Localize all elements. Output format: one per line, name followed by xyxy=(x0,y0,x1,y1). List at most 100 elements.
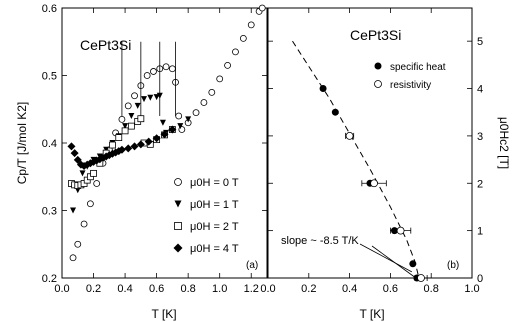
data-point xyxy=(80,220,88,228)
series-1 xyxy=(345,131,428,282)
data-point xyxy=(247,21,255,29)
legend-label: μ0H = 4 T xyxy=(190,243,239,255)
data-point xyxy=(136,140,145,149)
y-tick-label: 3 xyxy=(477,131,483,143)
data-point xyxy=(192,109,200,117)
panel-a-ylabel: Cp/T [J/mol K2] xyxy=(15,102,29,184)
legend-label: μ0H = 0 T xyxy=(190,177,239,189)
legend-label: specific heat xyxy=(390,62,446,73)
data-point xyxy=(130,142,139,151)
x-tick-label: 0.6 xyxy=(149,283,164,295)
panel-b-label: (b) xyxy=(447,260,459,271)
x-tick-label: 1.0 xyxy=(212,283,227,295)
legend-marker xyxy=(173,243,183,253)
series-1 xyxy=(70,92,192,214)
data-point xyxy=(396,226,405,235)
panel-b-frame xyxy=(267,7,473,279)
legend-marker xyxy=(174,178,182,186)
annotation-arrow xyxy=(359,243,413,273)
data-point xyxy=(162,63,170,71)
data-point xyxy=(185,116,192,123)
x-tick-label: 1.2 xyxy=(244,283,259,295)
x-tick-label: 0.6 xyxy=(383,283,398,295)
x-tick-label: 0.8 xyxy=(181,283,196,295)
data-point xyxy=(70,149,79,158)
y-tick-label: 4 xyxy=(477,84,483,96)
panel-b-ylabel: μ0Hc2 [T] xyxy=(497,117,511,169)
data-point xyxy=(200,99,208,106)
data-point xyxy=(128,113,135,119)
panel-b-title: CePt3Si xyxy=(350,27,401,43)
data-point xyxy=(160,130,169,139)
data-point xyxy=(331,108,339,116)
legend-label: resistivity xyxy=(390,80,431,91)
data-point xyxy=(124,102,132,110)
legend-marker xyxy=(174,200,182,208)
data-point xyxy=(216,75,224,83)
data-point xyxy=(152,134,161,143)
data-point xyxy=(131,92,138,100)
panel-a-title: CePt3Si xyxy=(80,37,131,53)
data-point xyxy=(124,144,133,153)
panel-b-series xyxy=(292,40,428,282)
data-point xyxy=(168,125,177,134)
x-tick-label: 1.0 xyxy=(464,283,479,295)
y-tick-label: 0.4 xyxy=(42,138,57,150)
y-tick-label: 2 xyxy=(477,178,483,190)
data-point xyxy=(153,94,160,101)
x-tick-label: 0.2 xyxy=(86,283,101,295)
data-point xyxy=(239,34,247,42)
data-point xyxy=(79,170,86,177)
panel-a: 0.0 0.2 0.4 0.6 0.8 1.0 1.20.20.30.40.50.6 CeP… xyxy=(15,3,268,321)
y-tick-label: 0.3 xyxy=(42,206,57,218)
data-point xyxy=(93,180,101,187)
data-point xyxy=(159,119,166,126)
legend-marker xyxy=(374,62,382,70)
data-point xyxy=(258,4,266,12)
y-tick-label: 0.5 xyxy=(42,71,57,83)
panel-a-xlabel: T [K] xyxy=(151,307,176,321)
data-point xyxy=(121,127,129,135)
x-tick-label: 0.0 xyxy=(260,283,275,295)
data-point xyxy=(345,131,354,140)
data-point xyxy=(127,122,135,130)
data-point xyxy=(319,85,327,93)
data-point xyxy=(86,200,94,208)
data-point xyxy=(143,72,151,79)
panel-a-transition-markers xyxy=(121,41,176,116)
legend-marker xyxy=(374,80,382,88)
panel-b-xlabel: T [K] xyxy=(359,307,384,321)
data-point xyxy=(224,61,231,69)
data-point xyxy=(134,102,141,109)
panel-b: 0.0 0.2 0.4 0.6 0.8 1.00 1 2 3 4 5 CePt3Si (b) T [… xyxy=(260,7,511,321)
series-0 xyxy=(69,4,266,262)
data-point xyxy=(232,48,239,56)
data-point xyxy=(122,123,129,130)
x-tick-label: 0.4 xyxy=(342,283,357,295)
legend-marker xyxy=(174,222,182,230)
data-point xyxy=(150,68,157,75)
data-point xyxy=(417,274,425,282)
data-point xyxy=(144,137,153,146)
y-tick-label: 0.2 xyxy=(42,273,57,285)
y-tick-label: 5 xyxy=(477,36,483,48)
data-point xyxy=(208,88,216,96)
annotation-arrow xyxy=(371,245,417,279)
data-point xyxy=(137,115,145,123)
panel-a-series xyxy=(67,4,266,262)
panel-b-legend: specific heat resistivity xyxy=(374,62,446,91)
data-point xyxy=(168,65,176,73)
y-tick-label: 1 xyxy=(477,226,483,238)
legend-label: μ0H = 2 T xyxy=(190,221,239,233)
data-point xyxy=(409,260,417,268)
data-point xyxy=(118,115,126,123)
x-tick-label: 0.4 xyxy=(117,283,132,295)
data-point xyxy=(141,96,147,103)
data-point xyxy=(177,123,184,130)
slope-annotation: slope ~ -8.5 T/K xyxy=(281,235,359,247)
legend-label: μ0H = 1 T xyxy=(190,199,239,211)
data-point xyxy=(147,94,154,101)
data-point xyxy=(90,169,97,177)
data-point xyxy=(175,112,183,120)
data-point xyxy=(109,141,116,149)
